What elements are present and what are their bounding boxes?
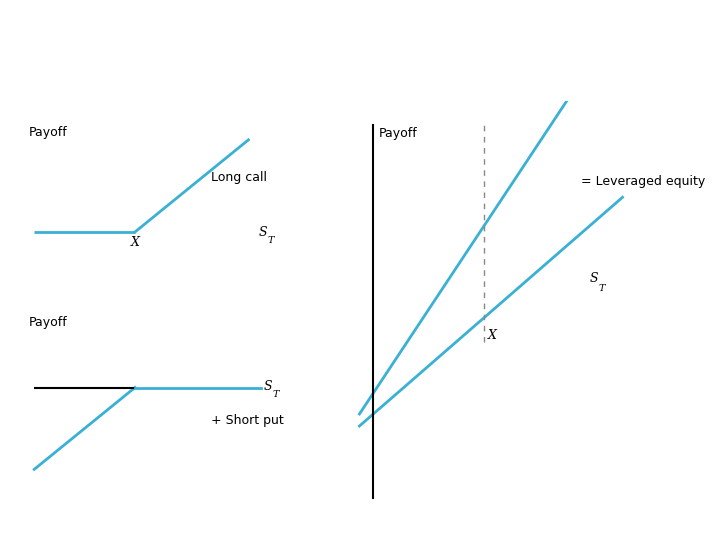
Text: Payoff: Payoff xyxy=(29,125,68,139)
Text: = Leveraged equity: = Leveraged equity xyxy=(581,176,705,188)
Text: 22: 22 xyxy=(684,516,709,534)
Text: T: T xyxy=(599,284,606,293)
Text: T: T xyxy=(272,390,279,399)
Text: Copyright © 2017 Mc.Graw-Hill Education. All rights reserved. No reproduction or: Copyright © 2017 Mc.Graw-Hill Education.… xyxy=(7,521,548,527)
Text: S: S xyxy=(589,272,598,285)
Text: Payoff: Payoff xyxy=(379,127,418,140)
Text: + Short put: + Short put xyxy=(210,414,284,427)
Text: X: X xyxy=(488,329,497,342)
Text: Long call: Long call xyxy=(210,171,266,184)
Text: S: S xyxy=(258,226,267,239)
Text: Figure 16.6 Payoff-Pattern of Long Call–Short Put: Figure 16.6 Payoff-Pattern of Long Call–… xyxy=(11,19,631,39)
Text: X: X xyxy=(131,237,140,249)
Text: Position: Position xyxy=(11,58,113,79)
Text: Payoff: Payoff xyxy=(29,316,68,329)
Text: T: T xyxy=(267,236,274,245)
Text: S: S xyxy=(264,380,272,393)
